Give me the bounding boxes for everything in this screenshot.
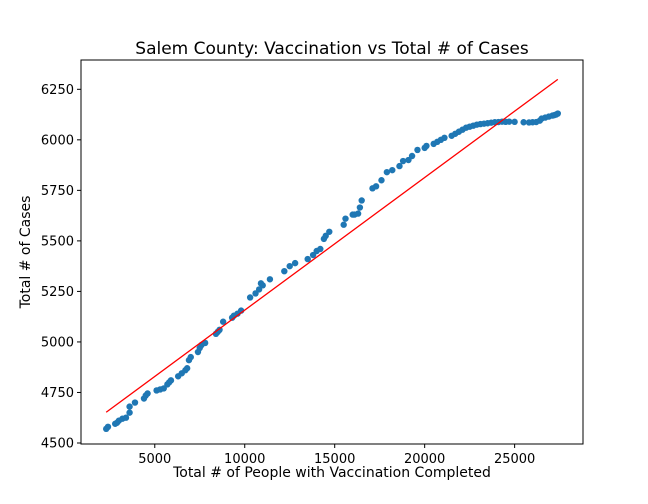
data-point bbox=[396, 162, 403, 170]
x-tick-label: 10000 bbox=[224, 452, 265, 467]
data-point bbox=[246, 294, 254, 301]
data-point bbox=[414, 146, 421, 154]
data-point bbox=[219, 318, 227, 325]
data-point bbox=[187, 353, 194, 361]
data-point bbox=[266, 276, 274, 283]
data-point bbox=[554, 110, 562, 117]
x-tick-label: 15000 bbox=[314, 452, 355, 467]
data-point bbox=[423, 142, 430, 150]
data-point bbox=[441, 134, 448, 142]
data-point bbox=[126, 403, 133, 410]
data-point bbox=[304, 255, 311, 263]
data-point bbox=[378, 177, 385, 184]
data-point bbox=[286, 262, 293, 270]
data-point bbox=[131, 399, 139, 406]
data-point bbox=[317, 245, 324, 253]
chart-title: Salem County: Vaccination vs Total # of … bbox=[135, 39, 529, 59]
plot-area bbox=[102, 78, 562, 433]
y-tick-label: 5250 bbox=[41, 285, 74, 300]
data-point bbox=[520, 119, 527, 126]
data-point bbox=[408, 152, 416, 160]
x-tick-label: 20000 bbox=[404, 452, 445, 467]
data-point bbox=[104, 423, 112, 431]
data-point bbox=[326, 228, 333, 235]
data-point bbox=[183, 365, 191, 372]
data-point bbox=[122, 414, 130, 421]
data-point bbox=[201, 339, 209, 347]
data-point bbox=[259, 282, 266, 289]
data-point bbox=[399, 157, 407, 165]
y-tick-label: 4500 bbox=[41, 436, 74, 451]
y-tick-label: 6250 bbox=[41, 83, 74, 98]
data-point bbox=[511, 118, 518, 126]
data-point bbox=[342, 215, 349, 222]
data-point bbox=[372, 183, 380, 190]
data-point bbox=[281, 268, 288, 275]
data-point bbox=[389, 166, 396, 174]
x-tick-label: 5000 bbox=[138, 452, 171, 467]
y-tick-label: 5000 bbox=[41, 335, 74, 350]
x-axis-label: Total # of People with Vaccination Compl… bbox=[172, 465, 491, 481]
data-point bbox=[356, 204, 364, 211]
trend-line bbox=[105, 78, 559, 413]
y-tick-label: 5500 bbox=[41, 234, 74, 249]
data-point bbox=[354, 210, 362, 217]
data-point bbox=[506, 118, 513, 125]
y-tick-label: 4750 bbox=[41, 386, 74, 401]
axes-frame bbox=[80, 59, 584, 445]
data-point bbox=[126, 409, 133, 416]
x-tick-label: 25000 bbox=[494, 452, 535, 467]
axis-ticks: 5000 10000 15000 20000 25000 4500 4750 5000 5250… bbox=[41, 83, 535, 467]
data-point bbox=[291, 259, 299, 267]
data-point bbox=[358, 197, 365, 204]
data-point bbox=[383, 168, 391, 176]
data-point bbox=[144, 390, 151, 397]
data-point bbox=[340, 221, 347, 228]
y-axis-label: Total # of Cases bbox=[18, 196, 34, 310]
data-point bbox=[167, 377, 175, 384]
y-tick-label: 6000 bbox=[41, 133, 74, 148]
y-tick-label: 5750 bbox=[41, 184, 74, 199]
